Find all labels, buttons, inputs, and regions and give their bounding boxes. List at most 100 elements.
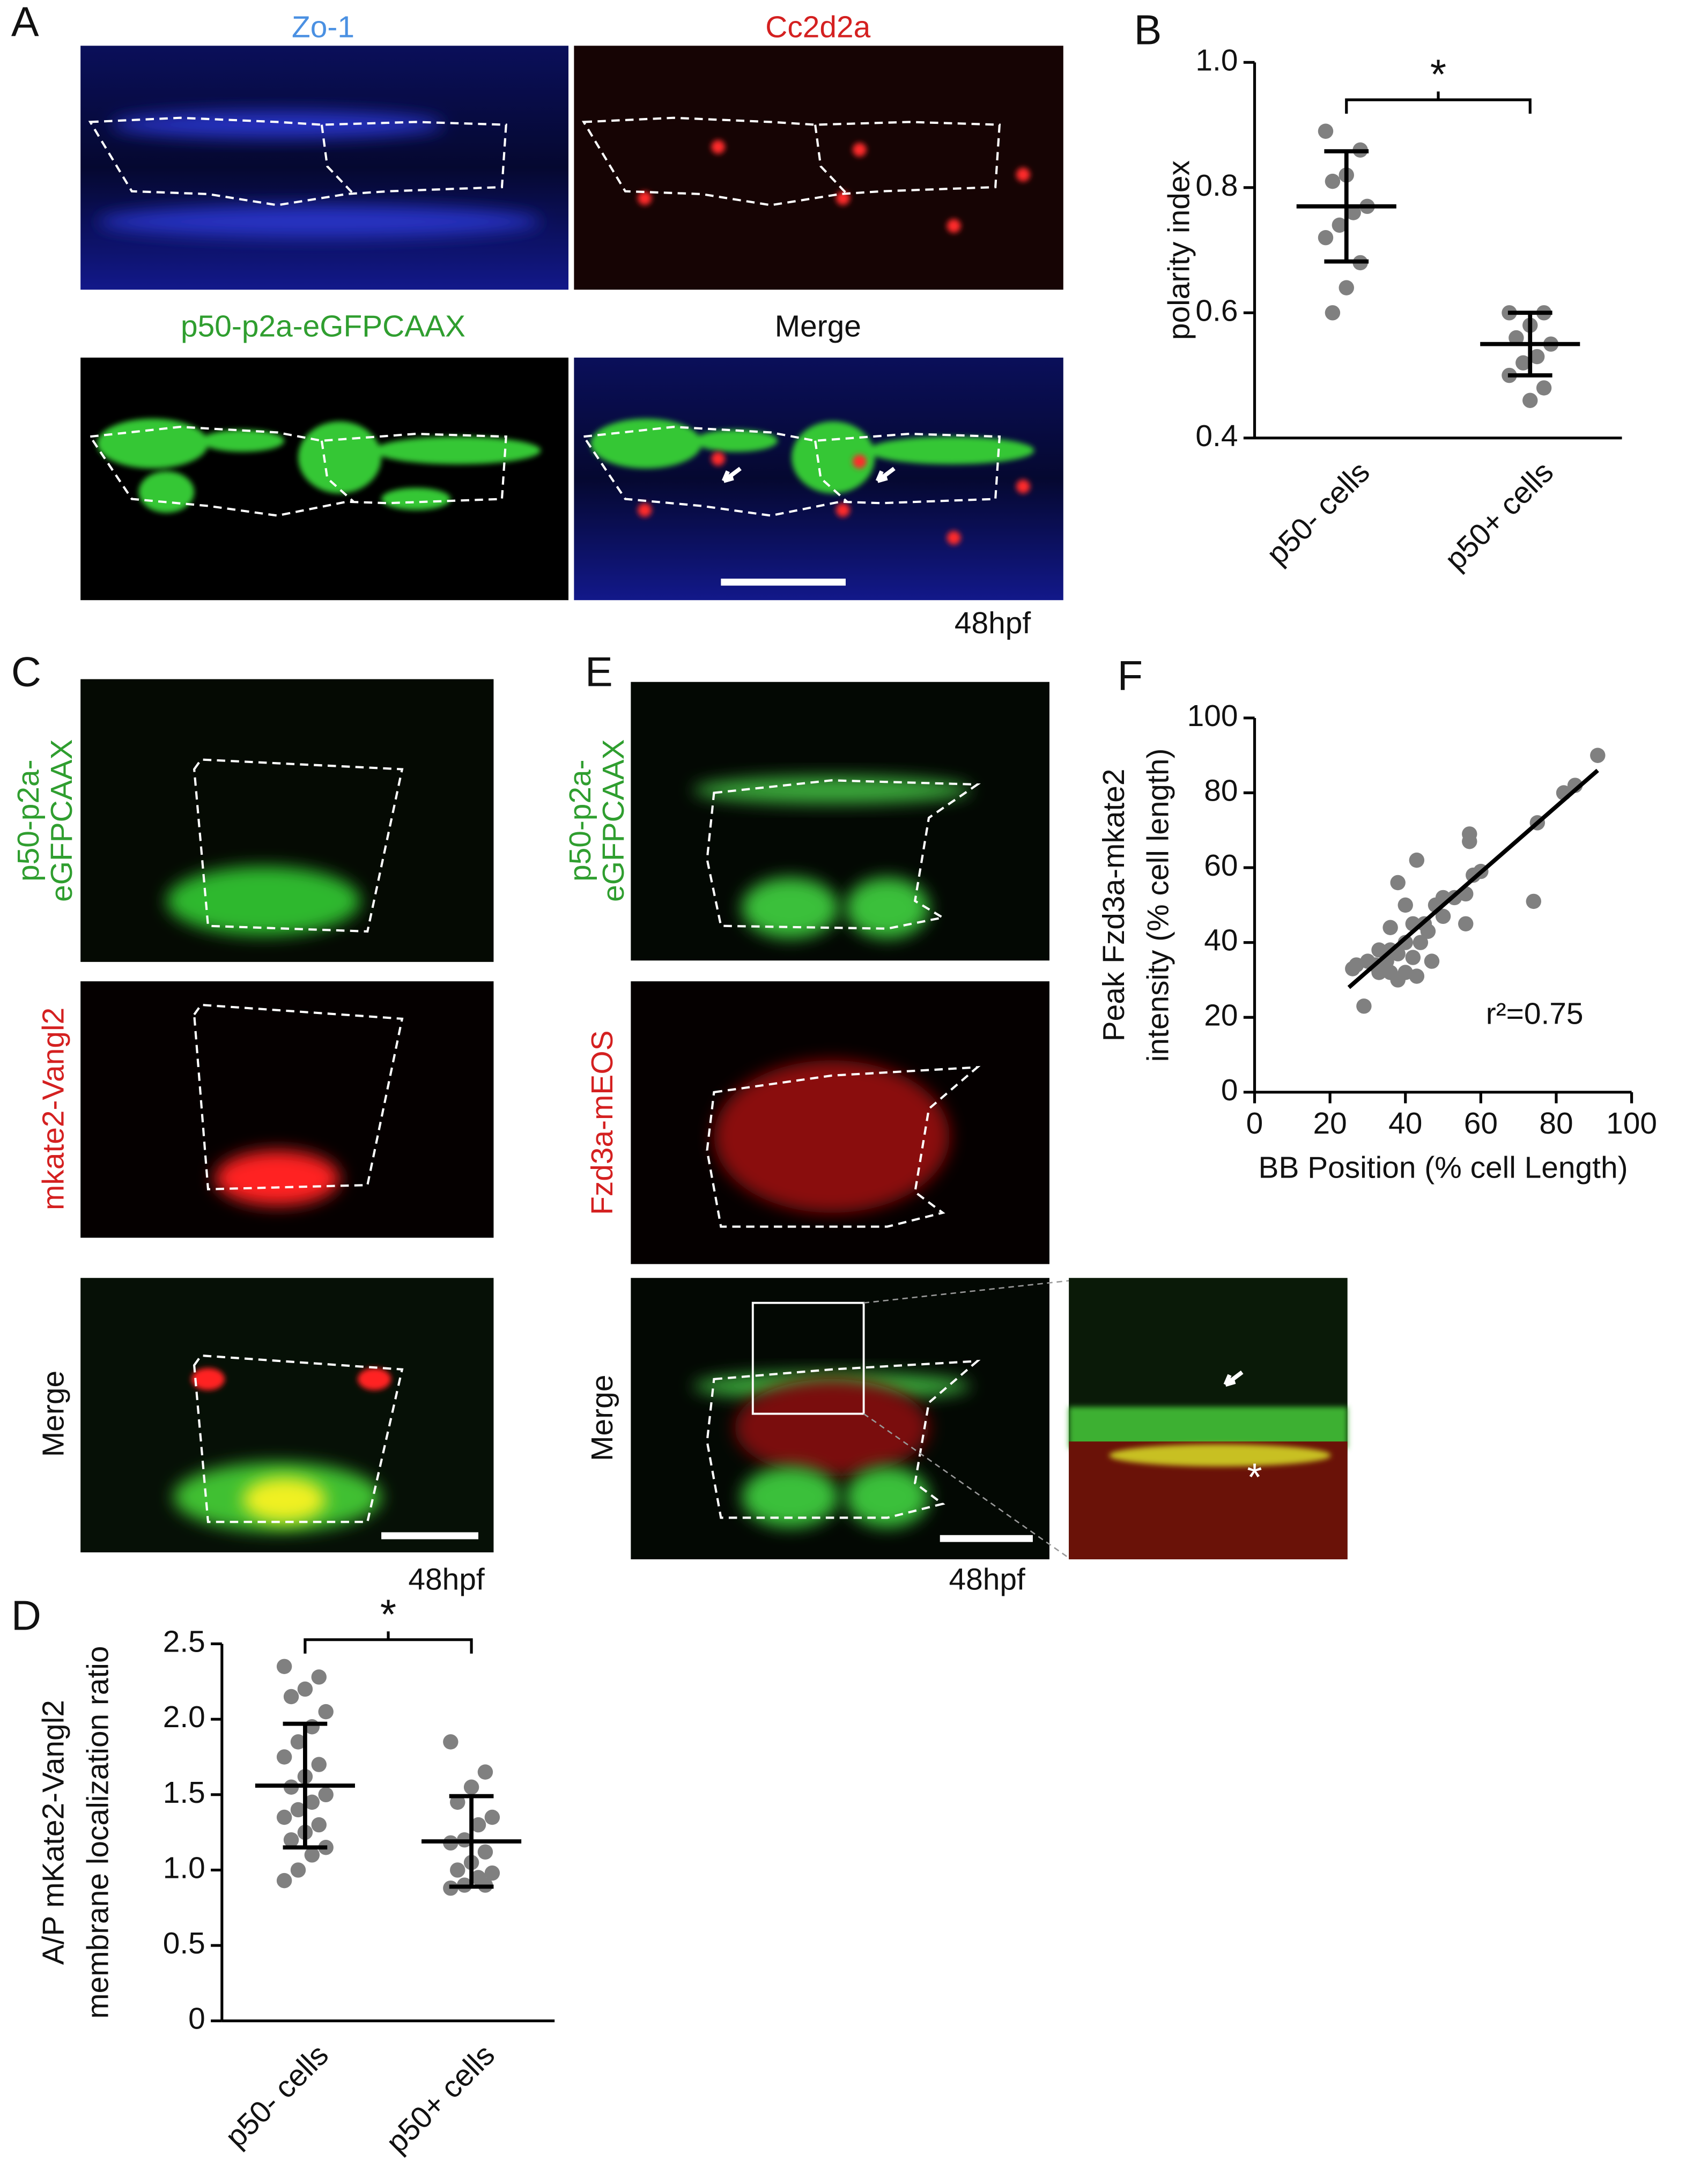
data-point [1339,280,1354,295]
significance-bracket [304,1631,473,1654]
data-point [1409,852,1425,868]
data-point [1424,953,1440,969]
micrograph [80,981,494,1238]
data-point [304,1794,320,1810]
data-point [1318,230,1334,246]
data-point [1590,747,1606,763]
y-tick-label: 100 [1187,699,1238,733]
data-point [450,1862,465,1878]
data-point [450,1794,465,1810]
data-point [1458,916,1474,931]
y-axis-label: Peak Fzd3a-mkate2 [1097,768,1131,1041]
y-axis-label: intensity (% cell length) [1142,749,1175,1062]
image-label: Fzd3a-mEOS [586,1031,619,1215]
micrograph [574,46,1063,290]
data-point [290,1862,306,1878]
data-point [276,1659,292,1674]
annotation: r²=0.75 [1486,997,1584,1031]
stage-label: 48hpf [408,1563,484,1596]
micrograph [80,357,569,601]
y-tick-label: 2.5 [163,1625,205,1659]
data-point [1390,875,1406,891]
micrograph [80,1278,494,1552]
data-point [443,1734,459,1750]
micrograph [574,357,1063,601]
image-label: p50-p2a- [564,759,597,882]
data-point [1536,380,1552,396]
image-label: Cc2d2a [765,10,870,44]
image-label: eGFPCAAX [597,739,631,902]
image-label: eGFPCAAX [45,739,79,902]
y-tick-label: 40 [1204,924,1238,958]
panel-letter: A [11,0,39,45]
data-point [1325,305,1341,321]
data-point [290,1734,306,1750]
micrograph [631,1278,1049,1559]
inset-mark: * [1247,1456,1262,1499]
inset-micrograph: * [1069,1278,1348,1559]
x-tick-label: 0 [1246,1107,1263,1141]
stage-label: 48hpf [955,606,1031,640]
data-point [297,1681,313,1697]
data-point [1526,893,1542,909]
micrograph [631,682,1049,961]
y-tick-label: 20 [1204,998,1238,1032]
significance-bracket [1345,91,1532,114]
data-point [484,1865,500,1881]
significance-label: * [380,1592,396,1638]
x-tick-label: p50- cells [219,2038,335,2155]
panel-letter: C [11,649,41,695]
zoom-line [863,1280,1069,1304]
zoom-line [863,1413,1069,1559]
y-tick-label: 2.0 [163,1700,205,1734]
data-point [1515,355,1531,371]
data-point [470,1817,486,1833]
micrograph [80,46,569,290]
regression-line [1347,768,1599,989]
data-point [304,1847,320,1863]
data-point [1413,935,1429,950]
data-point [276,1809,292,1825]
y-axis-label: A/P mKate2-Vangl2 [37,1700,71,1965]
x-tick-label: p50+ cells [380,2038,501,2160]
x-tick-label: p50+ cells [1439,455,1561,577]
data-point [1462,834,1477,849]
data-point [1435,908,1451,924]
x-tick-label: 60 [1464,1107,1498,1141]
data-point [318,1787,334,1803]
y-tick-label: 0.8 [1195,169,1238,203]
data-point [283,1689,299,1705]
y-tick-label: 1.0 [1195,43,1238,77]
data-point [1345,205,1361,220]
y-tick-label: 60 [1204,849,1238,883]
image-label: mkate2-Vangl2 [37,1008,71,1210]
significance-label: * [1430,51,1446,98]
y-tick-label: 1.5 [163,1776,205,1810]
data-point [1529,349,1545,365]
panel-letter: D [11,1593,41,1639]
y-tick-label: 0 [188,2002,205,2036]
y-tick-label: 0.4 [1195,419,1238,453]
data-point [1371,942,1387,958]
panel-letter: F [1118,653,1143,699]
x-tick-label: 80 [1539,1107,1573,1141]
data-point [1509,330,1524,346]
data-point [283,1832,299,1848]
image-label: p50-p2a-eGFPCAAX [181,310,465,344]
y-tick-label: 1.0 [163,1851,205,1885]
data-point [276,1872,292,1889]
data-point [1398,897,1413,913]
data-point [1345,961,1361,976]
x-tick-label: 20 [1313,1107,1347,1141]
panel-letter: E [585,649,613,695]
panel-letter: B [1134,8,1162,54]
data-point [1382,920,1398,935]
data-point [276,1749,292,1765]
data-point [311,1817,327,1833]
data-point [1405,950,1421,965]
data-point [1420,923,1436,939]
data-point [1332,217,1348,233]
data-point [477,1844,493,1860]
data-point [1409,968,1425,984]
